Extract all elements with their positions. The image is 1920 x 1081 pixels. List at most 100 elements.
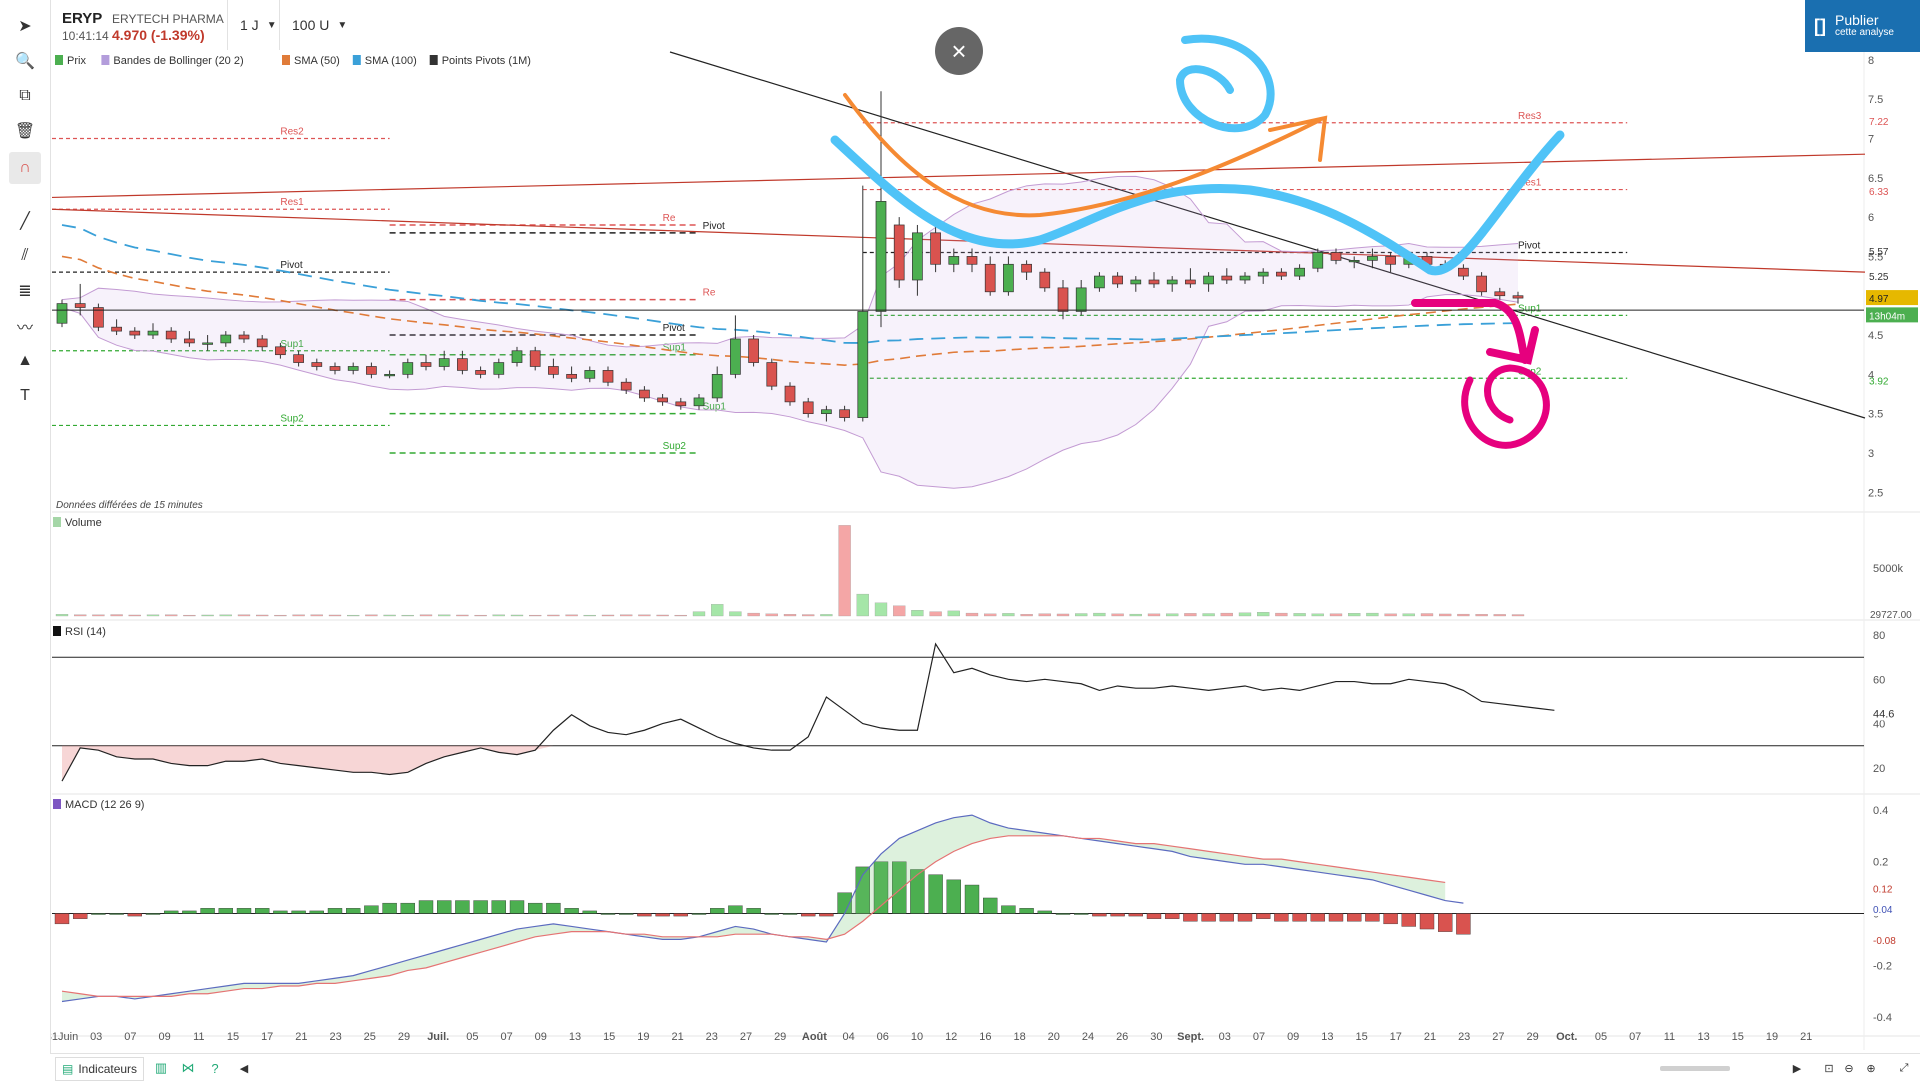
candle-body	[584, 370, 596, 379]
price-axis-label: 7.5	[1868, 94, 1883, 106]
macd-histogram-bar	[1128, 913, 1144, 917]
x-axis-label: 17	[261, 1031, 273, 1043]
x-axis-label: 29	[398, 1031, 410, 1043]
price-tag: 7.22	[1869, 117, 1889, 128]
x-axis-label: 16	[979, 1031, 991, 1043]
volume-bar	[438, 614, 451, 617]
macd-histogram-bar	[1346, 913, 1362, 922]
volume-bar	[1075, 613, 1088, 617]
units-select[interactable]: 100 U ▼	[279, 0, 359, 50]
resistance-line	[51, 208, 1866, 273]
price-tag: 3.92	[1869, 377, 1889, 388]
volume-bar	[874, 602, 888, 617]
macd-histogram-bar	[1310, 913, 1326, 922]
macd-histogram-bar	[582, 910, 597, 914]
volume-bar	[1220, 612, 1233, 617]
macd-histogram-bar	[619, 913, 634, 915]
x-axis-label: 23	[1458, 1031, 1470, 1043]
zoom-in-icon[interactable]: ⊕	[1866, 1062, 1876, 1075]
volume-bar	[1275, 612, 1288, 617]
legend-swatch	[352, 55, 361, 65]
x-axis-label: 10	[911, 1031, 923, 1043]
volume-label: Volume	[65, 517, 102, 529]
candle-body	[56, 303, 68, 324]
annotation-pink-arrow	[1411, 299, 1539, 365]
volume-bar	[583, 614, 596, 617]
publish-sublabel: cette analyse	[1835, 27, 1894, 38]
x-axis-label: 31Juin	[46, 1031, 78, 1043]
candle-body	[384, 373, 395, 377]
macd-histogram-bar	[728, 905, 743, 914]
price-axis-label: 3.5	[1868, 409, 1883, 421]
volume-bar	[146, 614, 160, 617]
rsi-axis-label: 40	[1873, 719, 1885, 731]
volume-bar	[1384, 613, 1397, 617]
period-select[interactable]: 1 J ▼	[227, 0, 289, 50]
candle-body	[366, 366, 377, 375]
compare-icon[interactable]: ▥	[154, 1060, 168, 1075]
copy-icon[interactable]: ⧉	[19, 87, 31, 104]
macd-histogram-bar	[1201, 913, 1216, 922]
volume-bar	[1129, 613, 1142, 617]
cursor-icon[interactable]: ➤	[18, 18, 32, 35]
candle-body	[730, 338, 741, 375]
volume-bar	[55, 614, 69, 617]
parallel-icon[interactable]: ⫽	[21, 247, 29, 264]
help-icon[interactable]: ?	[211, 1060, 219, 1076]
volume-bar	[256, 614, 269, 617]
macd-histogram-bar	[1401, 913, 1417, 927]
pattern-icon[interactable]: 〰	[16, 320, 33, 337]
candle-body	[802, 401, 814, 415]
macd-histogram-bar	[218, 908, 234, 914]
close-icon[interactable]: ×	[935, 27, 983, 75]
rsi-tag-box	[1866, 705, 1906, 721]
candle-body	[202, 342, 213, 345]
scroll-right-icon[interactable]: ▶	[1792, 1062, 1802, 1075]
legend-item: Points Pivots (1M)	[442, 55, 531, 67]
volume-bar	[1402, 613, 1415, 617]
candle-body	[347, 366, 359, 371]
magnet-icon[interactable]: ∩	[9, 152, 41, 184]
fullscreen-icon[interactable]: ⤢	[1899, 1061, 1909, 1074]
macd-histogram-bar	[1456, 913, 1471, 935]
macd-histogram-bar	[910, 869, 925, 914]
zoom-icon[interactable]: 🔍	[15, 53, 35, 70]
macd-histogram-bar	[1328, 913, 1344, 922]
drawing-toolbar: ➤ 🔍 ⧉ 🗑 ∩ ╱ ⫽ ≣ 〰 ▲ T	[0, 0, 51, 1080]
volume-bar	[310, 614, 323, 617]
timeline-scrollbar[interactable]	[1660, 1066, 1730, 1071]
legend-swatch	[53, 626, 61, 636]
shapes-icon[interactable]: ▲	[17, 352, 33, 369]
zoom-out-icon[interactable]: ⊖	[1844, 1062, 1854, 1075]
macd-histogram-bar	[892, 861, 907, 914]
trash-icon[interactable]: 🗑	[14, 123, 36, 140]
rsi-axis-label: 60	[1873, 674, 1885, 686]
macd-histogram-bar	[655, 913, 670, 917]
indicators-button[interactable]: ▤ Indicateurs	[55, 1057, 145, 1081]
fibonacci-icon[interactable]: ≣	[18, 283, 32, 300]
scroll-left-icon[interactable]: ◀	[239, 1062, 249, 1075]
bollinger-upper	[61, 175, 1519, 348]
share-icon[interactable]: ⋈	[181, 1060, 195, 1075]
candle-body	[111, 326, 122, 332]
text-icon[interactable]: T	[20, 387, 30, 404]
volume-bar	[565, 614, 578, 617]
pivot-level-label: Pivot	[663, 323, 685, 334]
candle-body	[748, 338, 759, 363]
legend-swatch	[282, 55, 290, 65]
fit-icon[interactable]: ⊡	[1824, 1062, 1834, 1075]
candle-body	[1185, 279, 1196, 285]
volume-bar	[711, 604, 724, 617]
candle-body	[1166, 279, 1178, 285]
x-axis-label: 20	[1048, 1031, 1060, 1043]
legend-swatch	[53, 517, 61, 527]
symbol-label[interactable]: ERYP	[62, 10, 103, 27]
price-tag: 4.97	[1869, 294, 1889, 305]
publish-analysis-button[interactable]: [] Publier cette analyse	[1805, 0, 1920, 52]
x-axis-label: 11	[1664, 1031, 1675, 1043]
x-axis-label: 13	[1321, 1031, 1333, 1043]
x-axis-label: 15	[1355, 1031, 1367, 1043]
line-icon[interactable]: ╱	[20, 213, 30, 230]
x-axis-label: 21	[1800, 1031, 1812, 1043]
